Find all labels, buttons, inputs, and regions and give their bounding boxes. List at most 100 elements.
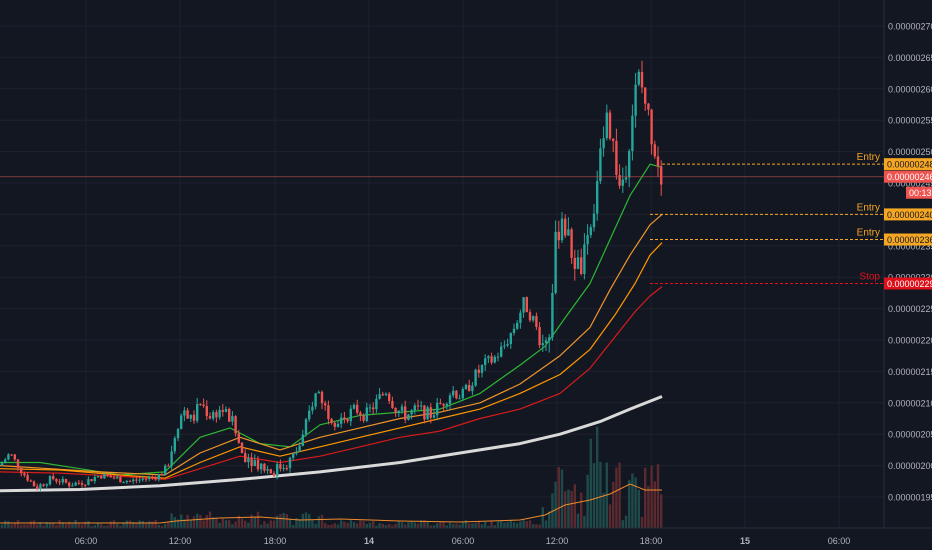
candle-body xyxy=(199,403,202,405)
volume-bar xyxy=(144,522,148,528)
volume-bar xyxy=(500,520,503,528)
candle-body xyxy=(269,469,272,474)
volume-bar xyxy=(362,521,365,528)
candle-body xyxy=(192,414,196,421)
candle-body xyxy=(74,482,77,486)
candle-body xyxy=(618,174,621,186)
price-tick-label: 0.00000245 xyxy=(888,179,932,189)
volume-bar xyxy=(208,511,212,528)
level-price-tag xyxy=(884,277,932,290)
volume-bar xyxy=(464,520,468,528)
moving-average-line xyxy=(0,213,663,476)
candle-body xyxy=(592,213,596,228)
volume-bar xyxy=(205,515,208,528)
volume-bar xyxy=(519,521,522,528)
volume-bar xyxy=(637,489,640,528)
moving-average-line xyxy=(0,286,663,480)
candle-body xyxy=(7,454,10,460)
volume-bar xyxy=(164,523,167,528)
candle-body xyxy=(605,112,608,139)
candle-body xyxy=(93,477,96,482)
candle-body xyxy=(628,151,631,178)
volume-bar xyxy=(327,524,330,528)
volume-bar xyxy=(215,517,218,528)
time-axis[interactable]: 06:00 12:00 18:00 14 06:00 12:00 18:00 15 06:00 xyxy=(75,536,851,546)
volume-bar xyxy=(477,521,480,528)
candle-body xyxy=(640,71,644,88)
candle-body xyxy=(474,369,477,386)
volume-bar xyxy=(71,523,74,528)
candle-body xyxy=(580,257,583,274)
volume-bar xyxy=(525,521,528,528)
level-name-entry: Entry xyxy=(857,202,880,213)
volume-bar xyxy=(618,462,621,528)
candle-body xyxy=(244,453,247,463)
volume-bar xyxy=(484,521,487,528)
candle-body xyxy=(477,369,480,373)
volume-bar xyxy=(551,493,554,528)
candle-body xyxy=(148,476,151,479)
volume-bar xyxy=(493,525,496,528)
volume-bar xyxy=(660,494,663,528)
volume-bar xyxy=(253,516,256,528)
candle-body xyxy=(589,227,592,236)
volume-bar xyxy=(480,524,484,528)
volume-bar xyxy=(36,524,39,528)
candle-body xyxy=(10,454,13,456)
level-name-entry: Entry xyxy=(857,228,880,239)
volume-bar xyxy=(282,512,285,528)
candle-body xyxy=(525,297,528,313)
candle-body xyxy=(84,484,87,486)
volume-bar xyxy=(269,520,272,528)
candle-body xyxy=(170,451,173,466)
volume-bar xyxy=(301,513,304,528)
price-tick-label: 0.00000205 xyxy=(888,430,932,440)
volume-bar xyxy=(13,523,16,528)
volume-bar xyxy=(567,489,570,528)
volume-bar xyxy=(308,513,311,528)
candle-body xyxy=(356,404,359,413)
candle-body xyxy=(660,166,663,185)
candle-body xyxy=(208,416,212,419)
price-tick-label: 0.00000210 xyxy=(888,398,932,408)
candle-body xyxy=(314,393,317,407)
candle-body xyxy=(327,405,330,419)
candle-body xyxy=(141,478,144,480)
volume-bar xyxy=(333,523,336,528)
volume-bar xyxy=(202,520,205,528)
candle-body xyxy=(125,481,128,483)
price-levels[interactable]: Entry Entry Entry Stop xyxy=(0,152,884,284)
volume-bar xyxy=(535,524,538,528)
volume-bar xyxy=(180,514,183,528)
candle-body xyxy=(490,356,493,363)
volume-bar xyxy=(10,524,13,528)
candle-body xyxy=(135,479,138,481)
volume-bar xyxy=(368,522,372,528)
candle-body xyxy=(68,482,71,487)
volume-bar xyxy=(573,484,576,528)
price-tick-label: 0.00000225 xyxy=(888,304,932,314)
candle-body xyxy=(253,460,256,467)
volume-bar xyxy=(138,520,141,528)
volume-bar xyxy=(407,522,410,528)
candle-body xyxy=(263,463,266,471)
volume-bar xyxy=(218,523,221,528)
price-tick-label: 0.00000195 xyxy=(888,493,932,503)
candle-body xyxy=(212,412,215,419)
candle-body xyxy=(365,407,368,421)
volume-bar xyxy=(384,525,388,528)
volume-bar xyxy=(516,523,519,528)
candle-body xyxy=(522,297,525,313)
volume-bar xyxy=(288,518,292,528)
time-tick-label: 15 xyxy=(740,536,750,546)
candle-body xyxy=(557,231,560,241)
candle-body xyxy=(304,419,308,435)
candle-body xyxy=(416,405,420,407)
volume-bar xyxy=(349,520,352,528)
volume-bar xyxy=(612,481,615,528)
candle-body xyxy=(119,477,122,483)
candle-body xyxy=(461,388,464,399)
volume-bar xyxy=(336,524,340,528)
candle-body xyxy=(311,406,314,411)
